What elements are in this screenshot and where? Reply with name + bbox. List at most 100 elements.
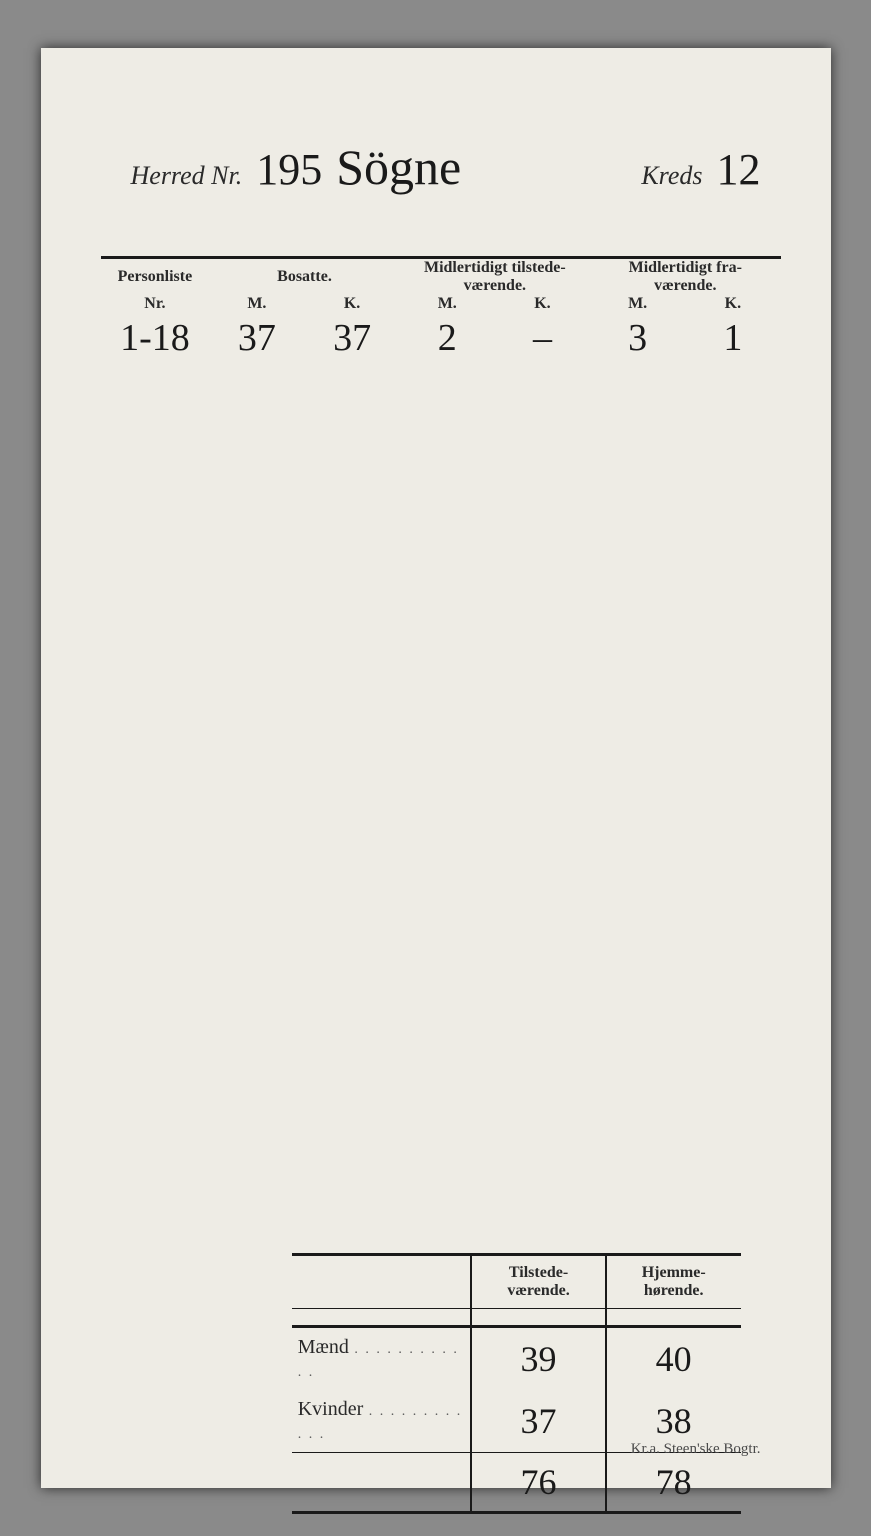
table-cell [304,563,399,613]
table-cell [304,713,399,763]
table-cell [304,463,399,513]
table-cell [590,513,685,563]
table-cell [304,913,399,963]
table-cell [685,713,780,763]
table-cell [101,663,210,713]
summary-row-label: Kvinder [292,1390,472,1453]
table-cell [304,813,399,863]
table-cell [685,913,780,963]
table-cell [590,563,685,613]
table-cell [685,413,780,463]
table-cell [209,513,304,563]
table-cell: – [495,313,590,363]
table-cell [101,763,210,813]
sub-bos-m: M. [209,295,304,313]
table-cell [590,963,685,1013]
sub-nr: Nr. [101,295,210,313]
table-cell [209,663,304,713]
table-cell [495,763,590,813]
table-cell [400,663,495,713]
header-left: Herred Nr. 195 Sögne [131,138,462,196]
table-cell [304,663,399,713]
herred-label: Herred Nr. [131,161,243,191]
table-cell [685,1063,780,1113]
table-cell [209,713,304,763]
summary-total-label [292,1453,472,1513]
table-cell [685,1113,780,1163]
table-cell [209,1013,304,1063]
table-cell [590,663,685,713]
table-cell [590,463,685,513]
summary-value: 37 [471,1390,606,1453]
table-cell [400,1013,495,1063]
table-cell [101,913,210,963]
summary-value: 40 [606,1327,741,1391]
table-cell [101,463,210,513]
table-cell [495,463,590,513]
table-cell: 1-18 [101,313,210,363]
table-cell [495,663,590,713]
sub-til-k: K. [495,295,590,313]
table-cell [495,913,590,963]
sub-til-m: M. [400,295,495,313]
table-cell [590,1113,685,1163]
herred-number: 195 [256,148,322,192]
table-cell [400,813,495,863]
table-cell [590,1063,685,1113]
table-cell [101,613,210,663]
table-cell: 1 [685,313,780,363]
table-cell [590,863,685,913]
table-cell [685,613,780,663]
table-cell [209,863,304,913]
table-cell [101,363,210,413]
table-cell [495,863,590,913]
table-cell [209,613,304,663]
col-fravaerende: Midlertidigt fra- værende. [590,258,780,296]
table-cell [590,763,685,813]
sub-fra-m: M. [590,295,685,313]
table-cell [685,813,780,863]
table-cell [209,563,304,613]
summary-row-label: Mænd [292,1327,472,1391]
table-cell [209,363,304,413]
table-cell [304,863,399,913]
table-cell [685,763,780,813]
table-cell [495,1113,590,1163]
table-cell [685,513,780,563]
table-cell [304,363,399,413]
table-cell [495,413,590,463]
table-cell: 3 [590,313,685,363]
summary-head-hjemme: Hjemme- hørende. [606,1255,741,1309]
table-cell [495,713,590,763]
table-cell [590,913,685,963]
table-cell [304,963,399,1013]
kreds-number: 12 [717,145,761,194]
table-cell [495,963,590,1013]
table-cell [590,363,685,413]
sub-bos-k: K. [304,295,399,313]
sub-fra-k: K. [685,295,780,313]
table-cell [590,713,685,763]
table-cell [304,513,399,563]
table-cell [101,1063,210,1113]
table-cell: 37 [209,313,304,363]
table-cell [590,813,685,863]
table-cell: 2 [400,313,495,363]
header-line: Herred Nr. 195 Sögne Kreds 12 [131,138,761,196]
table-cell [101,813,210,863]
table-cell [400,363,495,413]
table-cell [495,813,590,863]
table-cell [400,863,495,913]
table-cell [685,863,780,913]
summary-head-tilstede: Tilstede- værende. [471,1255,606,1309]
table-cell [209,1063,304,1113]
table-cell [101,1013,210,1063]
table-cell [400,513,495,563]
table-cell [400,1113,495,1163]
col-personliste: Personliste [101,258,210,296]
table-cell [209,1113,304,1163]
table-cell [209,463,304,513]
table-cell [304,763,399,813]
table-cell [400,1063,495,1113]
table-cell [590,413,685,463]
